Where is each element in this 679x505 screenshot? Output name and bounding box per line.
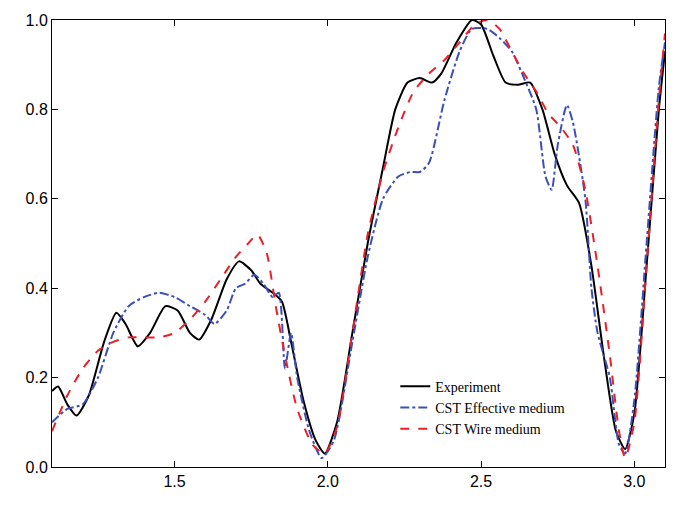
svg-text:0.6: 0.6 <box>26 190 48 207</box>
svg-text:1.5: 1.5 <box>163 473 185 490</box>
svg-text:0.2: 0.2 <box>26 369 48 386</box>
svg-text:CST Wire medium: CST Wire medium <box>435 422 541 437</box>
svg-text:3.0: 3.0 <box>623 473 645 490</box>
svg-text:0.0: 0.0 <box>26 459 48 476</box>
svg-text:Experiment: Experiment <box>435 380 500 395</box>
svg-text:2.5: 2.5 <box>470 473 492 490</box>
svg-text:CST Effective medium: CST Effective medium <box>435 401 564 416</box>
svg-text:1.0: 1.0 <box>26 12 48 29</box>
svg-text:2.0: 2.0 <box>317 473 339 490</box>
svg-text:0.8: 0.8 <box>26 101 48 118</box>
svg-text:0.4: 0.4 <box>26 280 48 297</box>
